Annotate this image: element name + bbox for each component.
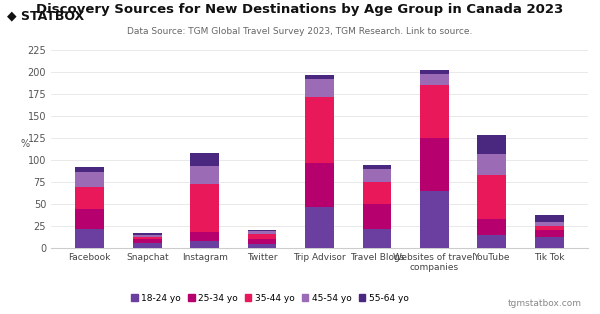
- Bar: [248, 239, 277, 244]
- Bar: [76, 229, 104, 248]
- Bar: [478, 154, 506, 175]
- Bar: [133, 237, 161, 239]
- Bar: [76, 171, 104, 187]
- Text: Discovery Sources for New Destinations by Age Group in Canada 2023: Discovery Sources for New Destinations b…: [37, 3, 563, 16]
- Bar: [133, 239, 161, 243]
- Bar: [76, 167, 104, 171]
- Bar: [362, 169, 391, 182]
- Bar: [190, 166, 219, 184]
- Bar: [190, 184, 219, 232]
- Bar: [535, 226, 563, 230]
- Bar: [248, 244, 277, 248]
- Bar: [76, 187, 104, 209]
- Bar: [535, 230, 563, 237]
- Bar: [535, 237, 563, 248]
- Bar: [248, 231, 277, 234]
- Bar: [420, 138, 449, 191]
- Bar: [248, 230, 277, 231]
- Bar: [305, 79, 334, 97]
- Bar: [305, 97, 334, 163]
- Bar: [420, 191, 449, 248]
- Bar: [535, 215, 563, 222]
- Bar: [190, 241, 219, 248]
- Bar: [478, 219, 506, 235]
- Bar: [420, 74, 449, 85]
- Bar: [190, 153, 219, 166]
- Bar: [305, 75, 334, 79]
- Bar: [133, 233, 161, 235]
- Bar: [478, 135, 506, 154]
- Y-axis label: %: %: [20, 139, 29, 149]
- Bar: [190, 232, 219, 241]
- Text: Data Source: TGM Global Travel Survey 2023, TGM Research. Link to source.: Data Source: TGM Global Travel Survey 20…: [127, 27, 473, 36]
- Bar: [362, 204, 391, 229]
- Text: ◆ STATBOX: ◆ STATBOX: [7, 9, 85, 22]
- Bar: [420, 85, 449, 138]
- Bar: [248, 234, 277, 239]
- Bar: [305, 207, 334, 248]
- Bar: [133, 235, 161, 237]
- Bar: [478, 175, 506, 219]
- Bar: [478, 235, 506, 248]
- Bar: [362, 229, 391, 248]
- Bar: [362, 165, 391, 169]
- Bar: [76, 209, 104, 229]
- Bar: [305, 163, 334, 207]
- Legend: 18-24 yo, 25-34 yo, 35-44 yo, 45-54 yo, 55-64 yo: 18-24 yo, 25-34 yo, 35-44 yo, 45-54 yo, …: [128, 290, 412, 306]
- Bar: [420, 70, 449, 74]
- Bar: [362, 182, 391, 204]
- Text: tgmstatbox.com: tgmstatbox.com: [508, 299, 582, 308]
- Bar: [133, 243, 161, 248]
- Bar: [535, 222, 563, 226]
